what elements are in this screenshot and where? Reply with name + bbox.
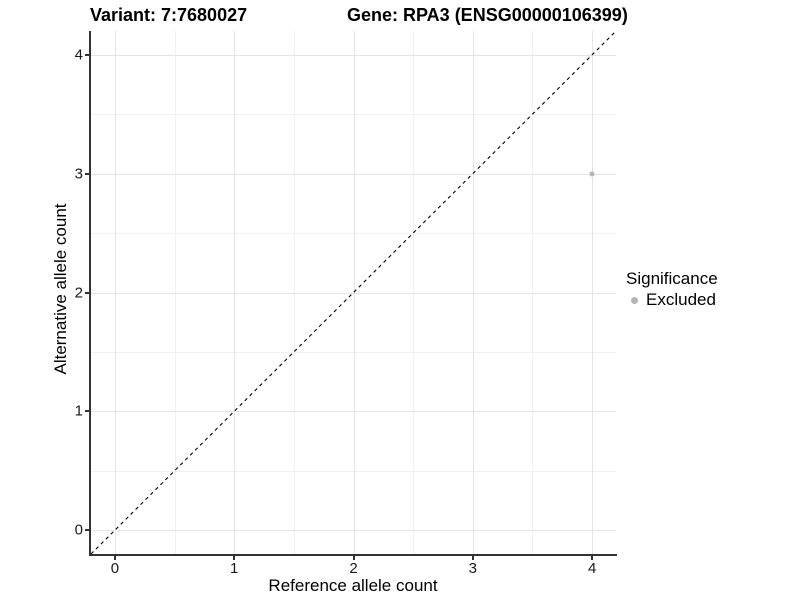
y-gridline [91,173,616,175]
x-tick-label: 0 [110,560,120,577]
y-tick-mark [85,172,89,175]
x-tick-mark [352,556,355,560]
y-tick-mark [85,291,89,294]
y-tick-mark [85,529,89,532]
legend: Significance Excluded [626,269,718,310]
plot-panel [91,31,616,554]
y-tick-label: 0 [74,521,83,539]
plot-title-gene: Gene: RPA3 (ENSG00000106399) [347,5,628,25]
legend-entry-label: Excluded [646,290,716,309]
x-tick-label: 4 [587,560,597,577]
x-tick-label: 3 [468,560,477,577]
legend-entry-excluded: Excluded [626,290,718,310]
identity-line [91,31,616,554]
x-axis-title: Reference allele count [268,576,438,595]
y-tick-label: 4 [74,46,83,64]
y-tick-label: 2 [74,284,83,301]
legend-marker-dot-icon [631,296,638,304]
y-tick-mark [85,410,89,413]
y-tick-mark [85,53,89,56]
y-tick-label: 3 [74,165,83,183]
y-tick-label: 1 [74,402,83,420]
y-axis-line [89,31,91,556]
x-tick-mark [471,556,474,560]
y-gridline [91,54,616,56]
y-gridline [91,530,616,532]
x-tick-mark [591,556,594,560]
x-tick-label: 2 [349,560,358,577]
data-point [589,171,595,177]
x-tick-mark [113,556,116,560]
x-tick-mark [233,556,236,560]
y-gridline [91,411,616,413]
x-tick-label: 1 [230,560,239,577]
y-gridline [91,292,616,294]
plot-title-variant: Variant: 7:7680027 [90,5,248,25]
x-axis-line [89,554,617,556]
legend-title: Significance [626,269,718,288]
